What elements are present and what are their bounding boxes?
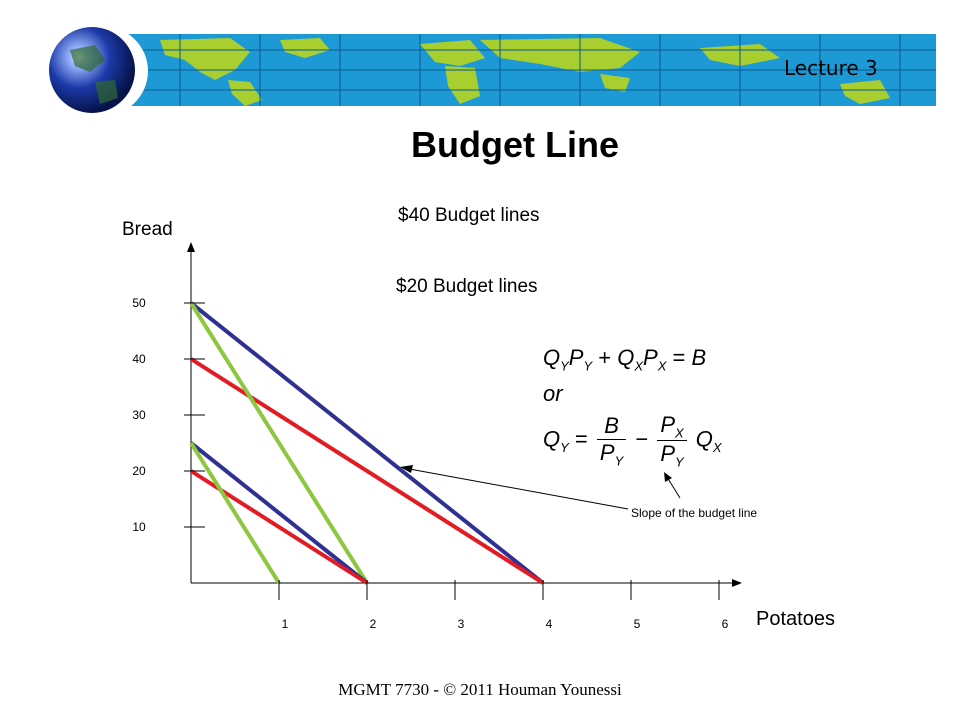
map-grid bbox=[100, 34, 936, 106]
slope-equation: QY = B PY − PX PY QX bbox=[543, 412, 722, 470]
ticks: 10 20 30 40 50 1 2 3 4 5 6 bbox=[132, 296, 728, 631]
header-banner bbox=[49, 25, 936, 117]
slide-footer: MGMT 7730 - © 2011 Houman Younessi bbox=[338, 680, 622, 699]
slope-arrow-line bbox=[403, 467, 629, 510]
y-axis-title: Bread bbox=[122, 219, 173, 240]
y-tick-label: 50 bbox=[132, 296, 146, 310]
equation-or: or bbox=[543, 381, 563, 406]
budget-lines bbox=[189, 301, 545, 585]
x-tick-label: 6 bbox=[722, 617, 729, 631]
y-tick-label: 40 bbox=[132, 352, 146, 366]
budget-line-green-6 bbox=[189, 441, 281, 585]
annotation-40-budget: $40 Budget lines bbox=[398, 205, 540, 226]
lecture-label: Lecture 3 bbox=[784, 56, 878, 80]
annotation-20-budget: $20 Budget lines bbox=[396, 276, 538, 297]
x-tick-label: 3 bbox=[458, 617, 465, 631]
budget-line-green-3 bbox=[189, 301, 369, 585]
x-tick-label: 2 bbox=[370, 617, 377, 631]
budget-equation: QYPY + QXPX = B bbox=[543, 345, 707, 374]
x-axis-arrowhead bbox=[732, 579, 742, 587]
slope-arrow-annotation bbox=[400, 465, 681, 510]
slide-title: Budget Line bbox=[411, 124, 619, 165]
budget-line-blue-1 bbox=[189, 301, 545, 585]
eq-arrow-line bbox=[666, 476, 681, 499]
y-axis-arrowhead bbox=[187, 242, 195, 252]
x-tick-label: 4 bbox=[546, 617, 553, 631]
x-tick-label: 5 bbox=[634, 617, 641, 631]
budget-line-blue-4 bbox=[189, 441, 369, 585]
budget-line-red-2 bbox=[189, 357, 545, 585]
y-tick-label: 20 bbox=[132, 464, 146, 478]
y-tick-label: 30 bbox=[132, 408, 146, 422]
eq-arrowhead bbox=[664, 472, 672, 482]
slope-arrowhead bbox=[400, 465, 413, 473]
x-axis-title: Potatoes bbox=[756, 608, 835, 630]
y-tick-label: 10 bbox=[132, 520, 146, 534]
slope-note: Slope of the budget line bbox=[631, 506, 758, 520]
x-tick-label: 1 bbox=[282, 617, 289, 631]
